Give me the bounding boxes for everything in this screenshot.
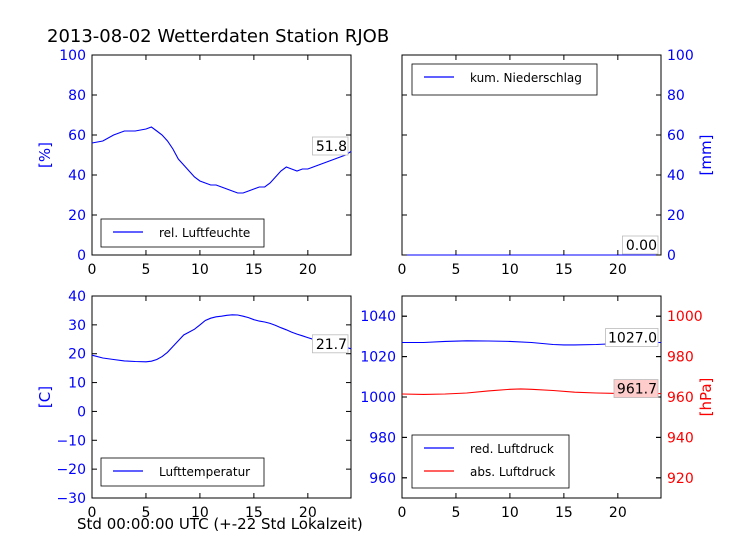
y-tick-label: 100 bbox=[667, 48, 694, 64]
x-tick-label: 0 bbox=[398, 262, 407, 278]
y-tick-label: 1040 bbox=[360, 309, 396, 325]
y-tick-label: 80 bbox=[667, 88, 685, 104]
y-tick-label: 20 bbox=[68, 347, 86, 363]
y-tick-label: 40 bbox=[667, 168, 685, 184]
y-tick-label: −30 bbox=[56, 491, 86, 507]
y-tick-label: 60 bbox=[68, 128, 86, 144]
x-tick-label: 10 bbox=[191, 505, 209, 521]
y-tick-label: 1000 bbox=[360, 390, 396, 406]
y-tick-label: 920 bbox=[667, 471, 694, 487]
legend-box bbox=[100, 218, 265, 248]
y-tick-label: 30 bbox=[68, 318, 86, 334]
legend-box bbox=[100, 457, 265, 487]
y-tick-label: 0 bbox=[667, 248, 676, 264]
y-axis-label: [C] bbox=[36, 386, 54, 408]
y-axis-label: [mm] bbox=[697, 135, 715, 176]
y-tick-label: 10 bbox=[68, 376, 86, 392]
y-tick-label: 60 bbox=[667, 128, 685, 144]
y-tick-label: 980 bbox=[667, 350, 694, 366]
humidity-line bbox=[91, 126, 352, 194]
x-tick-label: 15 bbox=[555, 262, 573, 278]
pressure-abs-last-value: 961.7 bbox=[617, 382, 657, 398]
x-tick-label: 10 bbox=[501, 262, 519, 278]
plot-frame-2 bbox=[91, 295, 352, 499]
x-tick-label: 5 bbox=[451, 262, 460, 278]
x-tick-label: 5 bbox=[141, 262, 150, 278]
y-tick-label: 1020 bbox=[360, 350, 396, 366]
x-tick-label: 20 bbox=[299, 262, 317, 278]
pressure-red-last-value-box bbox=[605, 328, 659, 347]
x-tick-label: 10 bbox=[501, 505, 519, 521]
legend-entry: rel. Luftfeuchte bbox=[159, 226, 250, 240]
y-tick-label: 0 bbox=[77, 248, 86, 264]
y-tick-label: 40 bbox=[68, 168, 86, 184]
legend-box bbox=[411, 63, 598, 96]
y-axis-label: [hPa] bbox=[697, 378, 715, 417]
x-tick-label: 20 bbox=[609, 505, 627, 521]
legend-entry: kum. Niederschlag bbox=[470, 71, 582, 85]
legend-entry: abs. Luftdruck bbox=[470, 465, 555, 479]
x-tick-label: 10 bbox=[191, 262, 209, 278]
y-tick-label: 940 bbox=[667, 430, 694, 446]
y-tick-label: 0 bbox=[77, 404, 86, 420]
pressure-red-last-value: 1027.0 bbox=[608, 330, 657, 346]
y-tick-label: 20 bbox=[68, 208, 86, 224]
x-tick-label: 20 bbox=[609, 262, 627, 278]
y-tick-label: 80 bbox=[68, 88, 86, 104]
legend-box bbox=[411, 434, 570, 489]
humidity-last-value-box bbox=[311, 136, 349, 156]
y-tick-label: −10 bbox=[56, 433, 86, 449]
x-tick-label: 0 bbox=[88, 262, 97, 278]
temperature-last-value-box bbox=[311, 334, 349, 354]
y-tick-label: 40 bbox=[68, 289, 86, 305]
y-tick-label: −20 bbox=[56, 462, 86, 478]
precipitation-last-value-box bbox=[622, 235, 659, 255]
y-tick-label: 20 bbox=[667, 208, 685, 224]
temperature-last-value: 21.7 bbox=[316, 337, 347, 353]
figure-title: 2013-08-02 Wetterdaten Station RJOB bbox=[47, 26, 390, 47]
x-axis-label: Std 00:00:00 UTC (+-22 Std Lokalzeit) bbox=[77, 515, 363, 533]
y-axis-label: [%] bbox=[36, 142, 54, 168]
x-tick-label: 20 bbox=[299, 505, 317, 521]
legend-entry: red. Luftdruck bbox=[470, 442, 554, 456]
legend-entry: Lufttemperatur bbox=[159, 465, 250, 479]
plot-frame-0 bbox=[91, 54, 352, 256]
humidity-last-value: 51.8 bbox=[316, 139, 347, 155]
x-tick-label: 5 bbox=[451, 505, 460, 521]
precipitation-last-value: 0.00 bbox=[626, 238, 657, 254]
x-tick-label: 15 bbox=[245, 262, 263, 278]
pressure-abs-last-value-box bbox=[613, 379, 659, 398]
y-tick-label: 980 bbox=[369, 430, 396, 446]
y-tick-label: 100 bbox=[59, 48, 86, 64]
x-tick-label: 15 bbox=[555, 505, 573, 521]
y-tick-label: 960 bbox=[667, 390, 694, 406]
x-tick-label: 5 bbox=[141, 505, 150, 521]
x-tick-label: 0 bbox=[398, 505, 407, 521]
x-tick-label: 0 bbox=[88, 505, 97, 521]
y-tick-label: 1000 bbox=[667, 309, 703, 325]
y-tick-label: 960 bbox=[369, 471, 396, 487]
x-tick-label: 15 bbox=[245, 505, 263, 521]
